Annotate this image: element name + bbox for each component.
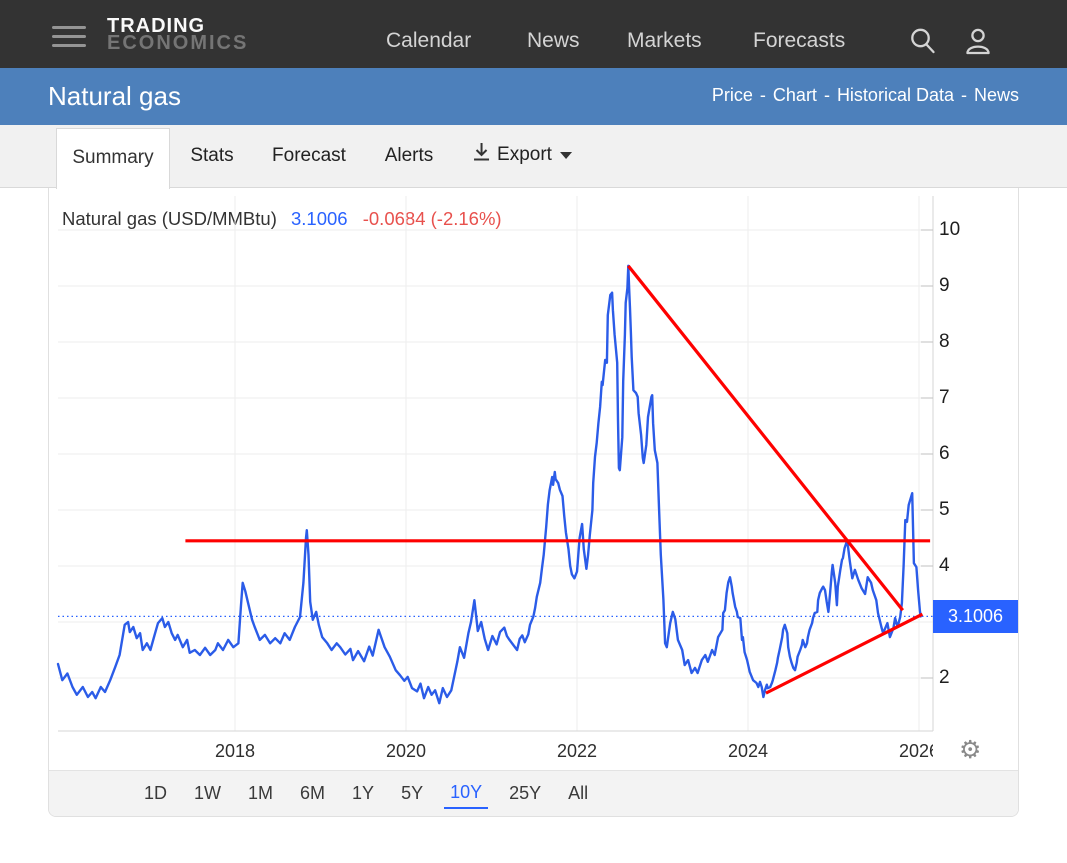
export-button[interactable]: Export [472,142,572,168]
range-6m[interactable]: 6M [300,782,326,803]
range-1w[interactable]: 1W [194,782,222,803]
chevron-down-icon [559,151,572,159]
chart-instrument-label: Natural gas (USD/MMBtu) [62,208,277,229]
subnav-link-price[interactable]: Price [711,85,753,105]
nav-item-calendar[interactable]: Calendar [386,29,472,52]
separator: - [960,85,967,105]
breadcrumb: Price - Chart - Historical Data - News [712,85,1019,106]
top-navigation-bar: TRADING ECONOMICS Calendar News Markets … [0,0,1067,68]
user-account-icon[interactable] [962,25,994,62]
range-5y[interactable]: 5Y [401,782,424,803]
range-all[interactable]: All [568,782,589,803]
tab-alerts[interactable]: Alerts [384,145,434,166]
settings-gear-icon[interactable]: ⚙ [959,735,982,764]
subnav-link-chart[interactable]: Chart [772,85,817,105]
tab-forecast[interactable]: Forecast [272,145,346,166]
chart-card: 1D 1W 1M 6M 1Y 5Y 10Y 25Y All [48,188,1019,817]
nav-item-markets[interactable]: Markets [627,29,702,52]
instrument-header-bar: Natural gas Price - Chart - Historical D… [0,68,1067,125]
separator: - [823,85,830,105]
nav-item-news[interactable]: News [527,29,580,52]
time-range-selector: 1D 1W 1M 6M 1Y 5Y 10Y 25Y All [49,770,1018,816]
range-1d[interactable]: 1D [144,782,168,803]
range-25y[interactable]: 25Y [509,782,542,803]
chart-title-row: Natural gas (USD/MMBtu) 3.1006 -0.0684 (… [62,208,502,230]
range-1y[interactable]: 1Y [352,782,375,803]
range-1m[interactable]: 1M [248,782,274,803]
hamburger-menu-icon[interactable] [52,26,86,48]
tab-stats[interactable]: Stats [190,145,234,166]
export-label: Export [497,144,552,165]
current-price-badge: 3.1006 [933,600,1018,634]
subnav-link-news[interactable]: News [973,85,1019,105]
nav-item-forecasts[interactable]: Forecasts [753,29,846,52]
logo-line-1: TRADING [107,15,206,37]
tab-bar: Summary Stats Forecast Alerts Export [0,125,1067,189]
separator: - [759,85,766,105]
chart-price-change: -0.0684 (-2.16%) [362,208,502,229]
range-10y[interactable]: 10Y [444,779,489,809]
page-title: Natural gas [48,81,181,111]
logo-line-2: ECONOMICS [107,32,249,54]
download-icon [472,142,491,168]
tab-summary[interactable]: Summary [56,128,170,189]
chart-last-price: 3.1006 [291,208,348,229]
trading-economics-logo[interactable]: TRADING ECONOMICS [107,15,249,54]
search-icon[interactable] [908,26,938,61]
subnav-link-historical-data[interactable]: Historical Data [836,85,954,105]
